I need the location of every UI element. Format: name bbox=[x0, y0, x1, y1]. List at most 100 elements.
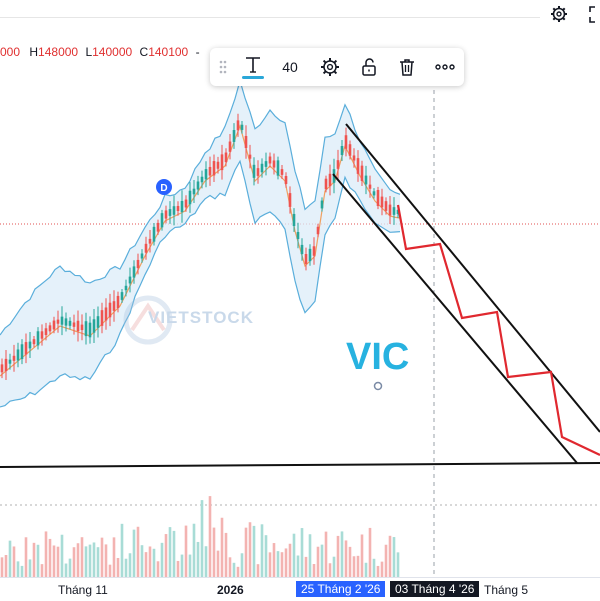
drag-handle-icon bbox=[219, 60, 227, 74]
candle-body bbox=[8, 359, 12, 364]
candle-body bbox=[112, 301, 116, 311]
volume-bar bbox=[384, 544, 388, 577]
volume-bar bbox=[356, 555, 360, 577]
candle-body bbox=[228, 141, 232, 152]
candle-body bbox=[388, 204, 392, 216]
candle-body bbox=[348, 144, 352, 156]
price-chart[interactable]: D bbox=[0, 0, 600, 577]
candle-body bbox=[92, 319, 96, 333]
volume-bar bbox=[176, 560, 180, 577]
volume-bar bbox=[300, 528, 304, 577]
volume-bar bbox=[392, 537, 396, 577]
candle-body bbox=[312, 246, 316, 256]
volume-bar bbox=[16, 561, 20, 577]
volume-bar bbox=[360, 534, 364, 577]
volume-bar bbox=[64, 563, 68, 577]
candle-body bbox=[28, 341, 32, 349]
candle-body bbox=[52, 320, 56, 330]
candle-body bbox=[300, 244, 304, 255]
volume-bar bbox=[52, 545, 56, 577]
candle-body bbox=[280, 169, 284, 175]
candle-body bbox=[316, 226, 320, 235]
lock-button[interactable] bbox=[350, 48, 388, 86]
candle-body bbox=[296, 231, 300, 240]
candle-body bbox=[84, 321, 88, 337]
volume-bar bbox=[260, 524, 264, 577]
volume-bar bbox=[116, 557, 120, 577]
font-size-button[interactable]: 40 bbox=[270, 48, 310, 86]
time-axis[interactable]: Tháng 11 2026 25 Tháng 2 '26 03 Tháng 4 … bbox=[0, 577, 600, 601]
volume-bar bbox=[188, 554, 192, 577]
delete-button[interactable] bbox=[388, 48, 426, 86]
volume-bar bbox=[304, 556, 308, 577]
time-label-may: Tháng 5 bbox=[484, 583, 529, 597]
candle-body bbox=[156, 222, 160, 232]
volume-bars bbox=[0, 496, 400, 577]
font-size-value: 40 bbox=[282, 59, 298, 75]
projection-path[interactable] bbox=[396, 204, 600, 456]
drawing-settings-button[interactable] bbox=[310, 48, 350, 86]
candle-body bbox=[232, 130, 236, 142]
candle-body bbox=[72, 322, 76, 327]
volume-bar bbox=[324, 531, 328, 577]
volume-bar bbox=[80, 537, 84, 577]
candle-body bbox=[268, 156, 272, 164]
more-options-button[interactable] bbox=[426, 48, 464, 86]
volume-bar bbox=[36, 544, 40, 577]
candle-body bbox=[40, 331, 44, 339]
volume-bar bbox=[84, 546, 88, 577]
volume-bar bbox=[228, 557, 232, 577]
volume-bar bbox=[192, 523, 196, 577]
support-horizontal-line[interactable] bbox=[0, 462, 600, 468]
candle-body bbox=[356, 158, 360, 174]
candle-body bbox=[188, 190, 192, 205]
lower-band-line bbox=[0, 159, 401, 408]
volume-bar bbox=[0, 557, 4, 577]
candle-body bbox=[216, 161, 220, 169]
candle-body bbox=[104, 307, 108, 321]
dividend-event-marker[interactable]: D bbox=[156, 179, 172, 195]
candle-body bbox=[224, 152, 228, 163]
symbol-text-annotation[interactable]: VIC bbox=[346, 336, 410, 378]
upper-band-line bbox=[0, 78, 401, 336]
chart-settings-gear-icon[interactable] bbox=[551, 6, 567, 22]
candle-body bbox=[288, 193, 292, 207]
candle-body bbox=[136, 259, 140, 269]
volume-bar bbox=[368, 527, 372, 577]
candle-body bbox=[60, 316, 64, 325]
candlesticks bbox=[0, 113, 400, 381]
volume-bar bbox=[32, 542, 36, 577]
lower-channel-line[interactable] bbox=[332, 173, 578, 464]
volume-bar bbox=[276, 551, 280, 577]
candle-body bbox=[376, 190, 380, 206]
candle-body bbox=[360, 165, 364, 182]
candle-body bbox=[320, 200, 324, 209]
volume-bar bbox=[140, 545, 144, 577]
volume-bar bbox=[316, 546, 320, 577]
text-color-button[interactable] bbox=[236, 48, 270, 86]
candle-body bbox=[380, 196, 384, 208]
candle-body bbox=[144, 243, 148, 253]
low-value: 140000 bbox=[92, 45, 133, 59]
upper-channel-line[interactable] bbox=[345, 123, 600, 433]
volume-bar bbox=[332, 556, 336, 577]
candle-body bbox=[148, 238, 152, 244]
volume-bar bbox=[296, 555, 300, 577]
candle-body bbox=[48, 325, 52, 332]
volume-bar bbox=[104, 544, 108, 577]
volume-bar bbox=[212, 527, 216, 577]
volume-bar bbox=[44, 531, 48, 577]
top-right-controls bbox=[540, 0, 600, 30]
volume-bar bbox=[284, 548, 288, 577]
text-anchor-handle[interactable] bbox=[373, 381, 383, 391]
candle-body bbox=[336, 160, 340, 169]
watermark-text: VIETSTOCK bbox=[148, 308, 254, 327]
volume-bar bbox=[184, 525, 188, 577]
candle-body bbox=[16, 349, 20, 361]
drag-handle[interactable] bbox=[210, 48, 236, 86]
candle-body bbox=[36, 331, 40, 346]
time-label-nov: Tháng 11 bbox=[58, 583, 108, 597]
candle-body bbox=[340, 146, 344, 155]
candle-body bbox=[76, 320, 80, 332]
fullscreen-icon[interactable] bbox=[589, 6, 595, 23]
